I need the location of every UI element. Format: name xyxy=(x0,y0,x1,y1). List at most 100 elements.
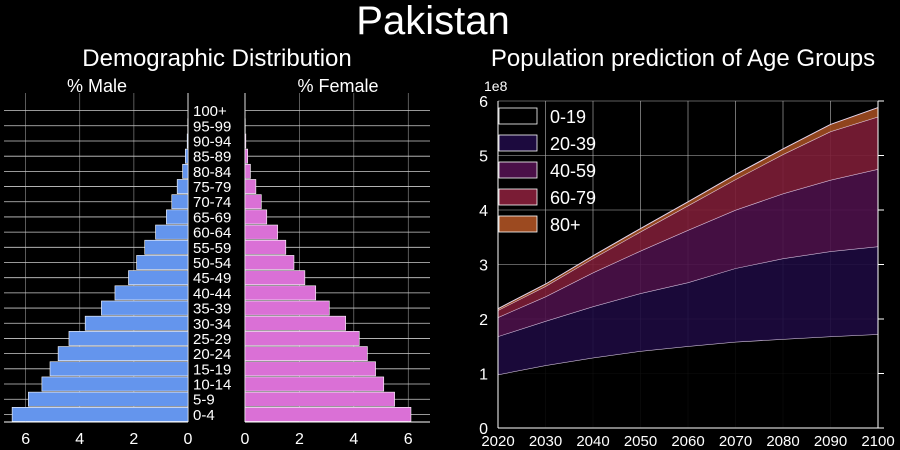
age-group-label: 75-79 xyxy=(193,179,231,196)
female-bar-5-9 xyxy=(244,391,395,407)
legend-label-20-39: 20-39 xyxy=(550,134,596,154)
age-group-label: 30-34 xyxy=(193,316,231,333)
legend-swatch-60-79 xyxy=(498,188,538,206)
female-bars-panel: 0 2 4 6 xyxy=(241,93,430,448)
male-x-tick-label: 0 xyxy=(184,431,193,448)
legend-swatch-80+ xyxy=(498,215,538,233)
female-bar-90-94 xyxy=(244,133,247,149)
female-bar-85-89 xyxy=(244,148,249,164)
area-y-tick-label: 3 xyxy=(479,258,488,275)
y-multiplier-label: 1e8 xyxy=(484,78,508,94)
female-bar-15-19 xyxy=(244,361,376,377)
area-title: Population prediction of Age Groups xyxy=(491,45,875,72)
female-bar-75-79 xyxy=(244,179,257,194)
male-bar-5-9 xyxy=(28,391,189,407)
age-group-label: 5-9 xyxy=(193,392,215,409)
male-bar-40-44 xyxy=(114,285,189,301)
legend-label-60-79: 60-79 xyxy=(550,188,596,208)
female-x-tick-label: 0 xyxy=(241,431,250,448)
age-group-label: 95-99 xyxy=(193,118,231,135)
male-x-tick-label: 6 xyxy=(21,431,30,448)
area-x-tick-label: 2070 xyxy=(719,433,752,450)
female-bar-0-4 xyxy=(244,407,412,422)
age-group-label: 25-29 xyxy=(193,331,231,348)
male-bar-10-14 xyxy=(41,376,189,392)
legend-swatch-20-39 xyxy=(498,134,538,152)
age-group-label: 55-59 xyxy=(193,240,231,257)
female-bar-65-69 xyxy=(244,209,268,225)
female-x-tick-label: 2 xyxy=(295,431,304,448)
age-group-label: 35-39 xyxy=(193,301,231,318)
area-x-tick-label: 2080 xyxy=(766,433,799,450)
area-y-tick-label: 2 xyxy=(479,312,488,329)
female-bar-25-29 xyxy=(244,331,360,346)
male-axis-title: % Male xyxy=(67,76,127,96)
area-x-tick-label: 2090 xyxy=(814,433,847,450)
area-x-tick-label: 2020 xyxy=(481,433,514,450)
male-bar-85-89 xyxy=(184,148,189,164)
age-group-label: 65-69 xyxy=(193,209,231,226)
pyramid-title: Demographic Distribution xyxy=(82,45,351,72)
area-x-tick-label: 2030 xyxy=(529,433,562,450)
male-x-tick-label: 2 xyxy=(129,431,138,448)
age-group-label: 20-24 xyxy=(193,346,231,363)
female-x-tick-label: 4 xyxy=(349,431,358,448)
area-series-80+ xyxy=(498,107,878,311)
legend-swatch-0-19 xyxy=(498,107,538,125)
male-bar-55-59 xyxy=(144,239,189,255)
male-bar-70-74 xyxy=(171,194,189,210)
age-group-label: 40-44 xyxy=(193,285,231,302)
male-bar-45-49 xyxy=(128,270,189,286)
female-bar-40-44 xyxy=(244,285,317,301)
area-chart-panel: 0 1 2 3 4 5 6 2020 2030 2040 2050 2060 2070 2080 2090 2… xyxy=(479,94,895,450)
female-bar-20-24 xyxy=(244,346,368,362)
area-series-60-79 xyxy=(498,116,878,318)
age-group-label: 70-74 xyxy=(193,194,231,211)
age-group-label: 80-84 xyxy=(193,164,231,181)
age-group-label: 60-64 xyxy=(193,225,231,242)
male-bar-25-29 xyxy=(68,331,189,346)
area-y-tick-label: 0 xyxy=(479,421,488,438)
age-group-label: 90-94 xyxy=(193,133,231,150)
female-bar-30-34 xyxy=(244,315,346,331)
area-series-edge-80+ xyxy=(497,107,879,310)
female-bar-35-39 xyxy=(244,300,330,316)
age-group-label: 85-89 xyxy=(193,149,231,166)
male-bar-0-4 xyxy=(11,407,189,422)
area-legend: 0-19 20-39 40-59 60-79 80+ xyxy=(498,107,596,235)
male-bar-90-94 xyxy=(186,133,189,149)
male-bar-35-39 xyxy=(101,300,189,316)
age-group-label: 100+ xyxy=(193,103,227,120)
male-bar-65-69 xyxy=(166,209,189,225)
female-bar-60-64 xyxy=(244,224,278,240)
female-axis-title: % Female xyxy=(297,76,378,96)
legend-swatch-40-59 xyxy=(498,161,538,179)
area-y-tick-label: 6 xyxy=(479,94,488,111)
area-y-tick-label: 1 xyxy=(479,367,488,384)
legend-label-80+: 80+ xyxy=(550,215,581,235)
age-group-labels: 0-45-910-1415-1920-2425-2930-3435-3940-4… xyxy=(193,103,231,424)
female-bar-80-84 xyxy=(244,163,251,179)
area-series-40-59 xyxy=(498,169,878,337)
female-bar-10-14 xyxy=(244,376,385,392)
area-x-tick-label: 2050 xyxy=(624,433,657,450)
legend-label-40-59: 40-59 xyxy=(550,161,596,181)
age-group-label: 15-19 xyxy=(193,361,231,378)
age-group-label: 10-14 xyxy=(193,377,231,394)
male-bar-20-24 xyxy=(57,346,189,362)
legend-label-0-19: 0-19 xyxy=(550,107,586,127)
male-bar-80-84 xyxy=(182,163,189,179)
area-x-tick-label: 2040 xyxy=(576,433,609,450)
female-x-tick-label: 6 xyxy=(404,431,413,448)
age-group-label: 45-49 xyxy=(193,270,231,287)
age-group-label: 0-4 xyxy=(193,407,215,424)
female-bar-55-59 xyxy=(244,239,287,255)
male-bar-30-34 xyxy=(84,315,189,331)
area-y-tick-label: 5 xyxy=(479,149,488,166)
male-bar-50-54 xyxy=(136,255,189,270)
male-bar-15-19 xyxy=(49,361,189,377)
female-bar-70-74 xyxy=(244,194,262,210)
male-x-tick-label: 4 xyxy=(75,431,84,448)
area-series-20-39 xyxy=(498,246,878,375)
